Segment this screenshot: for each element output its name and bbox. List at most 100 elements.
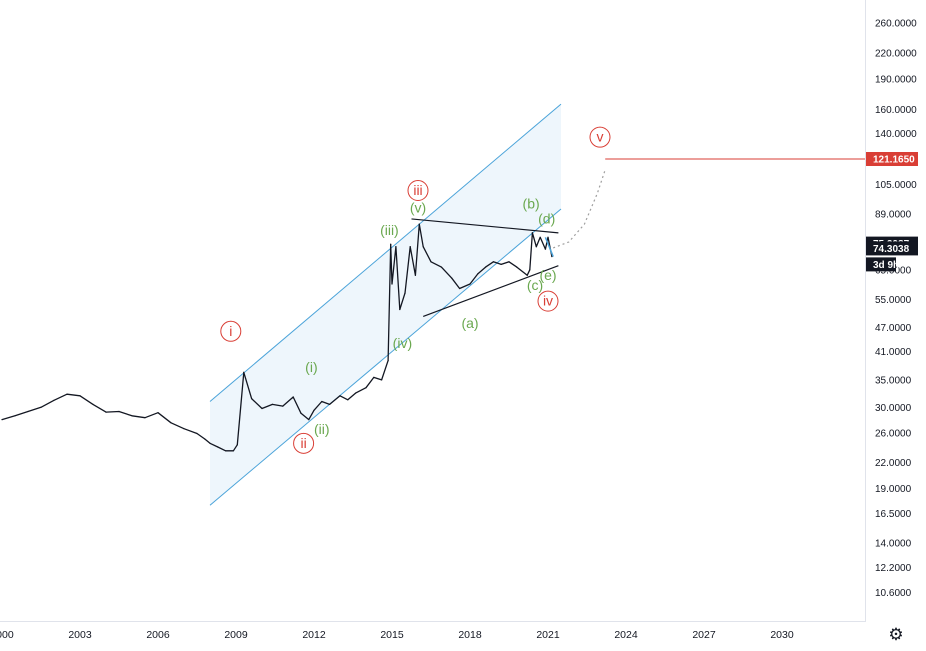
triangle-line-2 bbox=[422, 265, 559, 318]
wave-label: (b) bbox=[523, 196, 540, 212]
price-point bbox=[27, 410, 29, 413]
price-point bbox=[1, 419, 3, 421]
price-point bbox=[399, 308, 401, 311]
wave-circle bbox=[589, 126, 611, 148]
price-point bbox=[170, 422, 172, 424]
price-point bbox=[535, 246, 537, 248]
y-tick-label: 47.0000 bbox=[875, 323, 912, 334]
wave-label: (iii) bbox=[380, 222, 399, 238]
price-point bbox=[118, 410, 120, 413]
price-point bbox=[157, 412, 159, 414]
channel-upper-line bbox=[209, 103, 562, 402]
price-point bbox=[209, 442, 211, 444]
y-tick-label: 105.0000 bbox=[875, 180, 917, 191]
price-point bbox=[440, 266, 442, 268]
price-badge bbox=[866, 241, 918, 256]
y-tick-label: 35.0000 bbox=[875, 375, 912, 386]
price-point bbox=[40, 406, 42, 408]
price-point bbox=[144, 417, 146, 419]
price-point bbox=[92, 403, 94, 405]
price-point bbox=[232, 450, 234, 452]
gear-icon[interactable]: ⚙ bbox=[888, 625, 904, 644]
wave-label: (ii) bbox=[314, 421, 330, 437]
price-point bbox=[516, 266, 518, 268]
y-tick-label: 22.0000 bbox=[875, 458, 912, 469]
price-point bbox=[225, 450, 227, 452]
y-tick-label: 140.0000 bbox=[875, 129, 917, 140]
price-point bbox=[14, 415, 16, 417]
x-tick-label: 2015 bbox=[380, 629, 404, 641]
y-tick-label: 30.0000 bbox=[875, 403, 912, 414]
price-point bbox=[395, 246, 397, 248]
wave-label: iii bbox=[413, 182, 422, 198]
x-tick-label: 2024 bbox=[614, 629, 638, 641]
price-point bbox=[53, 399, 55, 401]
price-point bbox=[547, 236, 549, 238]
price-point bbox=[390, 243, 392, 245]
price-point bbox=[391, 283, 393, 285]
price-point bbox=[404, 292, 406, 294]
y-tick-label: 14.0000 bbox=[875, 538, 912, 549]
price-point bbox=[508, 261, 510, 263]
triangle-line-1 bbox=[411, 218, 559, 234]
wave-circle bbox=[293, 432, 315, 454]
x-tick-label: 2030 bbox=[770, 629, 794, 641]
y-tick-label: 10.6000 bbox=[875, 588, 912, 599]
wave-label: i bbox=[229, 323, 232, 339]
y-tick-label: 220.0000 bbox=[875, 48, 917, 59]
price-point bbox=[313, 409, 315, 411]
x-tick-label: 2006 bbox=[146, 629, 170, 641]
wave-label: (iv) bbox=[393, 335, 412, 351]
price-point bbox=[347, 399, 349, 401]
y-tick-label: 16.5000 bbox=[875, 509, 912, 520]
projection-path bbox=[552, 169, 606, 249]
price-point bbox=[79, 395, 81, 397]
price-point bbox=[492, 261, 494, 263]
wave-label: v bbox=[597, 129, 604, 145]
price-point bbox=[422, 246, 424, 248]
wave-circle bbox=[220, 320, 242, 342]
price-badge-label: 74.3038 bbox=[873, 244, 910, 255]
price-point bbox=[292, 396, 294, 398]
price-point bbox=[418, 223, 420, 225]
price-point bbox=[105, 411, 107, 413]
x-tick-label: 2027 bbox=[692, 629, 716, 641]
price-point bbox=[217, 446, 219, 448]
x-tick-label: 2012 bbox=[302, 629, 326, 641]
price-badge-label: 121.1650 bbox=[873, 155, 915, 166]
price-point bbox=[529, 269, 531, 271]
price-point bbox=[365, 387, 367, 389]
wave-label: (c) bbox=[527, 277, 543, 293]
channel-lower-line bbox=[209, 208, 562, 506]
price-point bbox=[551, 256, 553, 258]
price-point bbox=[414, 274, 416, 276]
price-point bbox=[477, 273, 479, 275]
price-point bbox=[236, 444, 238, 446]
price-point bbox=[355, 392, 357, 394]
price-point bbox=[387, 360, 389, 362]
x-tick-label: 2009 bbox=[224, 629, 248, 641]
y-tick-label: 26.0000 bbox=[875, 428, 912, 439]
price-point bbox=[459, 287, 461, 290]
x-tick-label: 2000 bbox=[0, 629, 14, 641]
price-point bbox=[381, 379, 383, 381]
price-point bbox=[373, 376, 375, 378]
wave-label: (v) bbox=[410, 199, 426, 215]
price-point bbox=[183, 428, 185, 430]
wave-circle bbox=[407, 180, 429, 202]
wave-circle bbox=[537, 290, 559, 312]
y-tick-label: 160.0000 bbox=[875, 105, 917, 116]
y-tick-label: 55.0000 bbox=[875, 295, 912, 306]
price-point bbox=[321, 400, 323, 403]
wave-label: (e) bbox=[539, 267, 556, 283]
price-point bbox=[271, 403, 273, 405]
y-tick-label: 19.0000 bbox=[875, 484, 912, 495]
wave-label: iv bbox=[543, 293, 553, 309]
price-point bbox=[531, 232, 534, 234]
price-point bbox=[329, 403, 331, 405]
price-point bbox=[251, 398, 253, 400]
price-point bbox=[469, 283, 471, 285]
price-point bbox=[526, 274, 528, 276]
price-point bbox=[500, 263, 502, 265]
